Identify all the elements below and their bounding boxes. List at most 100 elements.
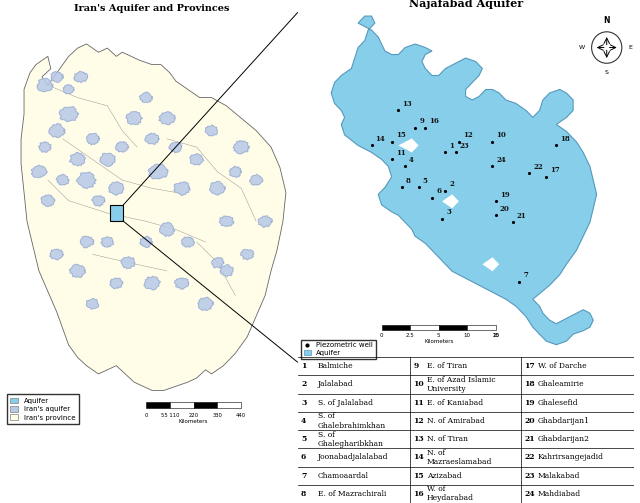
Polygon shape (182, 237, 195, 247)
Bar (410, 325, 439, 329)
Polygon shape (50, 249, 64, 260)
Bar (194, 401, 218, 408)
Polygon shape (229, 166, 242, 177)
Polygon shape (198, 297, 214, 310)
Title: Najafabad Aquifer: Najafabad Aquifer (408, 0, 523, 9)
Text: 11: 11 (413, 399, 424, 407)
Text: 9: 9 (413, 362, 419, 370)
Text: 19: 19 (500, 191, 509, 199)
Text: 6: 6 (436, 187, 441, 195)
Text: E: E (628, 45, 632, 50)
Text: 3: 3 (301, 399, 307, 407)
Polygon shape (332, 16, 596, 345)
Polygon shape (100, 237, 113, 247)
Polygon shape (140, 236, 152, 247)
Text: 20: 20 (500, 205, 509, 213)
Polygon shape (205, 125, 217, 136)
Polygon shape (212, 258, 224, 268)
Legend: Aquifer, Iran's aquifer, Iran's province: Aquifer, Iran's aquifer, Iran's province (6, 394, 79, 424)
Text: W. of Darche: W. of Darche (538, 362, 586, 370)
Text: S. of
Ghalegharibkhan: S. of Ghalegharibkhan (318, 431, 384, 448)
Text: W. of
Heydarabad: W. of Heydarabad (427, 485, 474, 502)
Text: E. of Kaniabad: E. of Kaniabad (427, 399, 483, 407)
Polygon shape (259, 216, 273, 227)
Text: N. of
Mazraeslamabad: N. of Mazraeslamabad (427, 449, 492, 466)
Text: 15: 15 (396, 131, 406, 139)
Text: Kilometers: Kilometers (424, 340, 453, 345)
Text: W: W (579, 45, 585, 50)
Text: 22: 22 (534, 162, 543, 171)
Text: 7: 7 (524, 271, 528, 279)
Text: 440: 440 (236, 413, 246, 418)
Polygon shape (210, 182, 225, 195)
Text: 10: 10 (497, 131, 506, 139)
Text: 15: 15 (492, 333, 499, 339)
Text: 14: 14 (376, 135, 385, 143)
Text: Jalalabad: Jalalabad (318, 380, 353, 388)
Bar (170, 401, 194, 408)
Polygon shape (109, 182, 124, 195)
Text: N. of Amirabad: N. of Amirabad (427, 417, 485, 425)
Text: 10: 10 (464, 333, 471, 339)
Polygon shape (220, 265, 233, 277)
Text: 8: 8 (406, 177, 411, 185)
Text: 330: 330 (212, 413, 223, 418)
Text: 20: 20 (524, 417, 535, 425)
Text: Kilometers: Kilometers (179, 420, 209, 425)
Text: 4: 4 (409, 155, 414, 163)
Text: Mahdiabad: Mahdiabad (538, 490, 581, 498)
Polygon shape (220, 216, 234, 226)
Text: 9: 9 (419, 117, 424, 125)
Polygon shape (74, 71, 88, 82)
Polygon shape (86, 299, 99, 309)
Polygon shape (100, 153, 115, 166)
Legend: Piezometric well, Aquifer: Piezometric well, Aquifer (301, 340, 376, 359)
Text: Joonabadjalalabad: Joonabadjalalabad (318, 453, 388, 461)
Polygon shape (398, 138, 419, 152)
Polygon shape (49, 124, 65, 138)
Polygon shape (189, 153, 204, 165)
Text: 11: 11 (396, 148, 406, 156)
Text: Balmiche: Balmiche (318, 362, 353, 370)
Text: 5: 5 (422, 177, 428, 185)
Text: 1: 1 (301, 362, 307, 370)
Bar (381, 325, 410, 329)
Text: 23: 23 (460, 142, 469, 149)
Text: E. of Tiran: E. of Tiran (427, 362, 467, 370)
Text: 17: 17 (550, 166, 560, 174)
Text: S: S (605, 70, 609, 75)
Text: Azizabad: Azizabad (427, 472, 461, 480)
Text: N. of Tiran: N. of Tiran (427, 435, 468, 443)
Text: 17: 17 (524, 362, 535, 370)
Text: 6: 6 (301, 453, 306, 461)
Text: 8: 8 (301, 490, 306, 498)
Polygon shape (77, 172, 96, 189)
Text: Kahrirsangejadid: Kahrirsangejadid (538, 453, 604, 461)
Polygon shape (145, 133, 159, 144)
Text: 2.5: 2.5 (406, 333, 415, 339)
Polygon shape (174, 182, 190, 196)
Polygon shape (140, 92, 153, 103)
Text: 3: 3 (446, 208, 451, 216)
Bar (467, 325, 496, 329)
Polygon shape (159, 112, 175, 125)
Text: 13: 13 (413, 435, 424, 443)
Bar (146, 401, 170, 408)
Text: 24: 24 (497, 155, 506, 163)
Text: 21: 21 (524, 435, 535, 443)
Text: E. of Mazrachirali: E. of Mazrachirali (318, 490, 386, 498)
Polygon shape (80, 236, 93, 248)
Text: S. of
Ghalebrahimkhan: S. of Ghalebrahimkhan (318, 412, 386, 430)
Bar (109, 205, 123, 221)
Polygon shape (126, 112, 143, 125)
Polygon shape (31, 165, 47, 178)
Polygon shape (63, 85, 74, 94)
Polygon shape (159, 222, 175, 236)
Polygon shape (110, 278, 123, 289)
Polygon shape (116, 142, 129, 152)
Text: 13: 13 (403, 100, 412, 108)
Text: 5: 5 (301, 435, 306, 443)
Text: 21: 21 (516, 212, 527, 219)
Text: 24: 24 (524, 490, 535, 498)
Polygon shape (51, 71, 63, 82)
